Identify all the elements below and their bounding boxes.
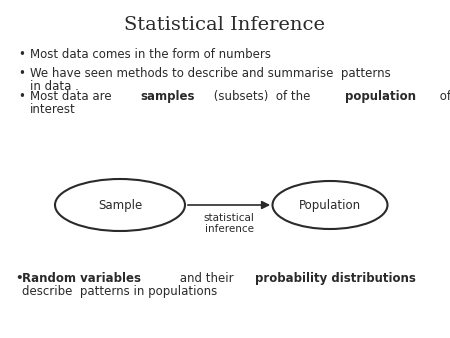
Text: in data .: in data . xyxy=(30,80,79,93)
Text: Most data comes in the form of numbers: Most data comes in the form of numbers xyxy=(30,48,271,61)
Text: Statistical Inference: Statistical Inference xyxy=(125,16,325,34)
Text: describe  patterns in populations: describe patterns in populations xyxy=(22,285,217,298)
Text: Most data are: Most data are xyxy=(30,90,115,103)
Text: •: • xyxy=(15,272,22,285)
Text: •: • xyxy=(18,67,25,80)
Text: Sample: Sample xyxy=(98,198,142,212)
Text: samples: samples xyxy=(140,90,195,103)
Text: probability distributions: probability distributions xyxy=(255,272,416,285)
Text: interest: interest xyxy=(30,103,76,116)
Text: Population: Population xyxy=(299,198,361,212)
Text: and their: and their xyxy=(176,272,237,285)
Text: Random variables: Random variables xyxy=(22,272,141,285)
Text: (subsets)  of the: (subsets) of the xyxy=(211,90,315,103)
Text: We have seen methods to describe and summarise  patterns: We have seen methods to describe and sum… xyxy=(30,67,391,80)
Text: •: • xyxy=(18,90,25,103)
Text: •: • xyxy=(18,48,25,61)
Text: statistical: statistical xyxy=(203,213,254,223)
Text: population: population xyxy=(345,90,416,103)
Text: of: of xyxy=(436,90,450,103)
Text: inference: inference xyxy=(204,224,253,234)
